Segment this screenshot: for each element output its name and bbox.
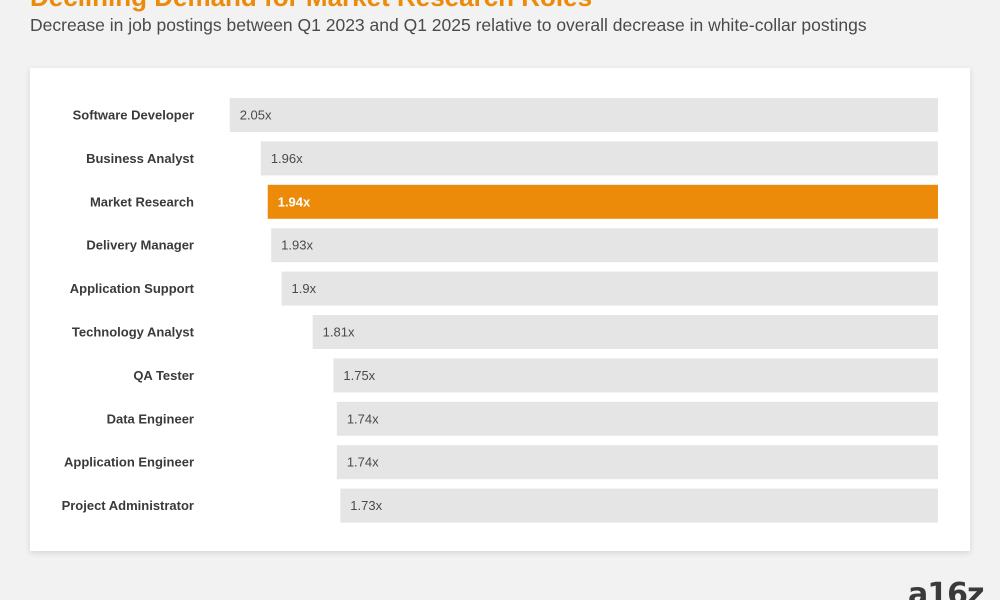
bar [229,98,939,132]
highlighted-bar [267,184,938,219]
bar-row: Data Engineer 1.74x [107,401,939,436]
bar-row: Software Developer 2.05x [73,98,939,132]
bar-row: Application Engineer 1.74x [64,445,939,480]
bar-row: Technology Analyst 1.81x [72,315,938,349]
chart-title: Declining Demand for Market Research Rol… [30,0,592,13]
chart-card: Software Developer 2.05x Business Analyst 1… [30,68,970,551]
bar-row: QA Tester 1.75x [133,358,938,393]
category-label: Technology Analyst [72,325,195,340]
bar-row: Market Research 1.94x [90,184,938,219]
a16z-logo: a16z [908,577,984,600]
bar [333,358,938,393]
category-label: Delivery Manager [86,238,194,253]
bar [336,401,939,436]
bar [271,228,938,263]
value-label: 1.75x [343,368,375,383]
bar-chart: Software Developer 2.05x Business Analyst 1… [62,98,939,523]
category-label: Application Engineer [64,455,194,470]
chart-subtitle: Decrease in job postings between Q1 2023… [30,15,867,35]
value-label: 1.94x [278,194,311,209]
category-label: Application Support [70,281,195,296]
value-label: 1.73x [350,498,382,513]
category-label: QA Tester [133,368,194,383]
bar-row: Delivery Manager 1.93x [86,228,938,263]
value-label: 1.93x [281,238,313,253]
value-label: 1.81x [323,325,355,340]
value-label: 2.05x [240,108,272,123]
value-label: 1.74x [347,455,379,470]
bar [312,315,938,349]
bar [260,141,938,176]
bar-row: Business Analyst 1.96x [86,141,938,176]
category-label: Software Developer [73,108,194,123]
value-label: 1.74x [347,411,379,426]
bar-row: Project Administrator 1.73x [62,488,938,523]
value-label: 1.96x [271,151,303,166]
category-label: Business Analyst [86,151,195,166]
value-label: 1.9x [292,281,317,296]
bar [281,271,938,306]
category-label: Market Research [90,194,194,209]
bar [340,488,938,523]
bar [336,445,939,480]
bar-row: Application Support 1.9x [70,271,938,306]
category-label: Project Administrator [62,498,194,513]
category-label: Data Engineer [107,411,194,426]
